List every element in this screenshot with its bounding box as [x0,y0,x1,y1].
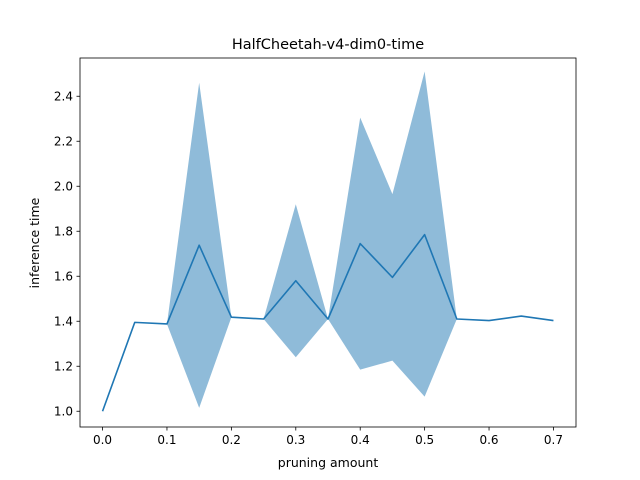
x-tick-label: 0.1 [157,433,176,447]
y-tick-label: 2.2 [54,134,73,148]
y-tick-label: 2.4 [54,89,73,103]
x-tick-label: 0.6 [479,433,498,447]
y-axis-label: inference time [27,197,42,288]
x-axis-ticks: 0.0 0.1 0.2 0.3 0.4 0.5 0.6 0.7 [93,427,563,447]
confidence-band [102,71,554,412]
y-tick-label: 1.8 [54,224,73,238]
y-tick-label: 2.0 [54,179,73,193]
x-tick-label: 0.3 [286,433,305,447]
x-axis-label: pruning amount [278,455,379,470]
y-tick-label: 1.0 [54,404,73,418]
series-line [101,233,554,412]
axes-frame [79,57,577,428]
y-tick-label: 1.2 [54,359,73,373]
x-tick-label: 0.4 [351,433,370,447]
y-tick-label: 1.4 [54,314,73,328]
y-axis-ticks: 1.0 1.2 1.4 1.6 1.8 2.0 2.2 2.4 [54,89,80,418]
x-tick-label: 0.5 [415,433,434,447]
x-tick-label: 0.7 [544,433,563,447]
y-tick-label: 1.6 [54,269,73,283]
x-tick-label: 0.0 [93,433,112,447]
chart-title: HalfCheetah-v4-dim0-time [232,37,424,53]
plot-area [101,71,554,412]
x-tick-label: 0.2 [222,433,241,447]
